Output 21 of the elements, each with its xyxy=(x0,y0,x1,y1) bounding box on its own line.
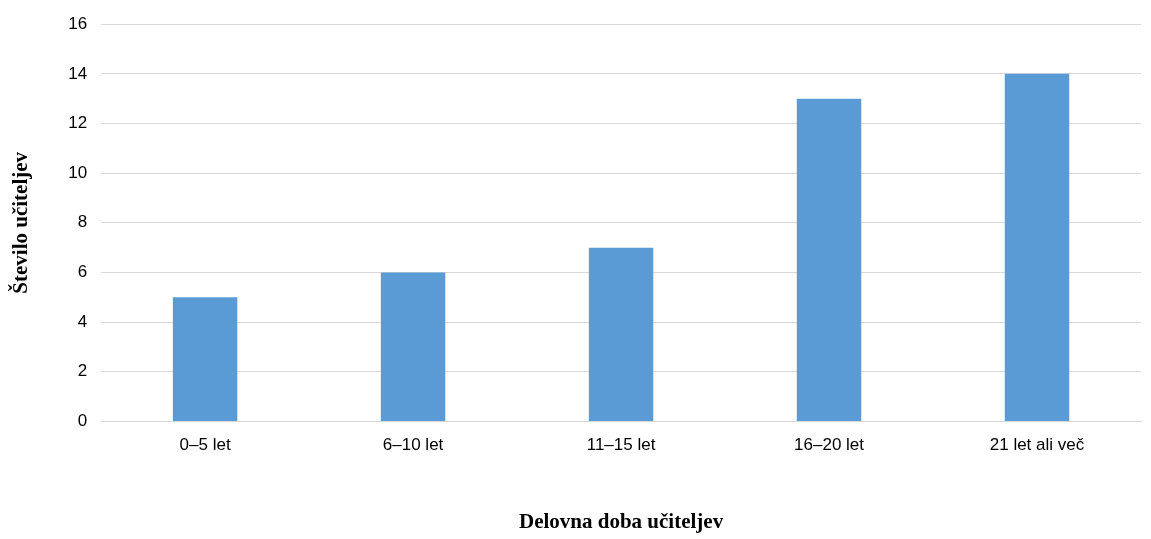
bar xyxy=(1004,73,1070,421)
y-tick-label: 10 xyxy=(68,162,88,182)
bar xyxy=(588,247,654,421)
y-tick-label: 4 xyxy=(77,311,88,331)
y-tick-label: 16 xyxy=(68,13,88,33)
x-tick-label: 11–15 let xyxy=(586,435,656,455)
y-tick-label: 6 xyxy=(77,262,88,282)
y-tick-label: 2 xyxy=(77,361,88,381)
x-tick-label: 21 let ali več xyxy=(989,435,1085,455)
bar xyxy=(380,272,446,421)
bar xyxy=(796,98,862,421)
x-tick-label: 16–20 let xyxy=(794,435,865,455)
y-tick-label: 8 xyxy=(77,212,88,232)
x-tick-label: 6–10 let xyxy=(382,435,444,455)
y-tick-label: 14 xyxy=(68,63,88,83)
bar xyxy=(172,297,238,421)
y-tick-label: 0 xyxy=(77,411,88,431)
y-axis-title: Število učiteljev xyxy=(8,151,33,294)
x-axis-title: Delovna doba učiteljev xyxy=(518,508,724,533)
y-tick-label: 12 xyxy=(68,113,88,133)
x-tick-label: 0–5 let xyxy=(179,435,231,455)
